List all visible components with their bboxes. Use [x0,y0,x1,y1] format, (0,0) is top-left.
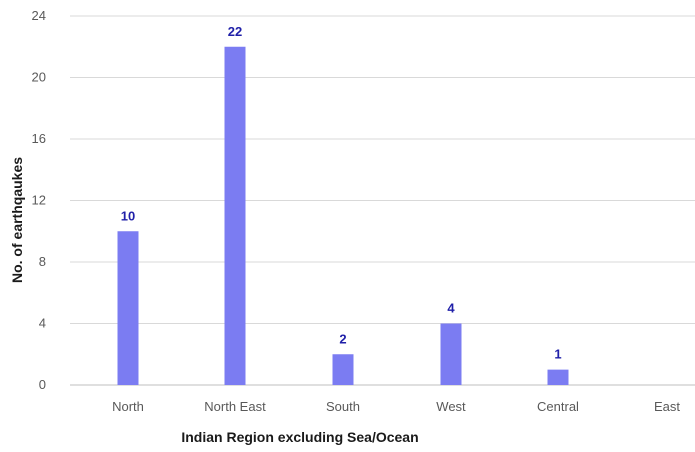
y-tick-label: 24 [32,8,46,23]
data-label: 10 [121,208,135,223]
data-label: 22 [228,24,242,39]
data-label: 1 [554,347,561,362]
x-tick-label: South [326,399,360,414]
y-tick-label: 0 [39,377,46,392]
x-tick-label: North [112,399,144,414]
data-label: 4 [447,301,455,316]
y-tick-label: 8 [39,254,46,269]
y-tick-label: 16 [32,131,46,146]
bar [117,231,139,385]
x-axis-ticks: North North East South West Central East [112,399,680,414]
gridlines [70,15,695,386]
x-axis-title: Indian Region excluding Sea/Ocean [181,429,418,445]
y-axis-ticks: 0 4 8 12 16 20 24 [32,8,46,392]
y-tick-label: 20 [32,70,46,85]
bar [547,369,569,385]
x-tick-label: East [654,399,680,414]
y-axis-title: No. of earthqaukes [9,157,25,283]
bar [224,46,246,385]
data-label: 2 [339,331,346,346]
bar [332,354,354,385]
bar [440,323,462,385]
y-tick-label: 4 [39,316,46,331]
x-tick-label: North East [204,399,266,414]
x-tick-label: West [436,399,466,414]
x-tick-label: Central [537,399,579,414]
bars [117,46,569,385]
y-tick-label: 12 [32,193,46,208]
